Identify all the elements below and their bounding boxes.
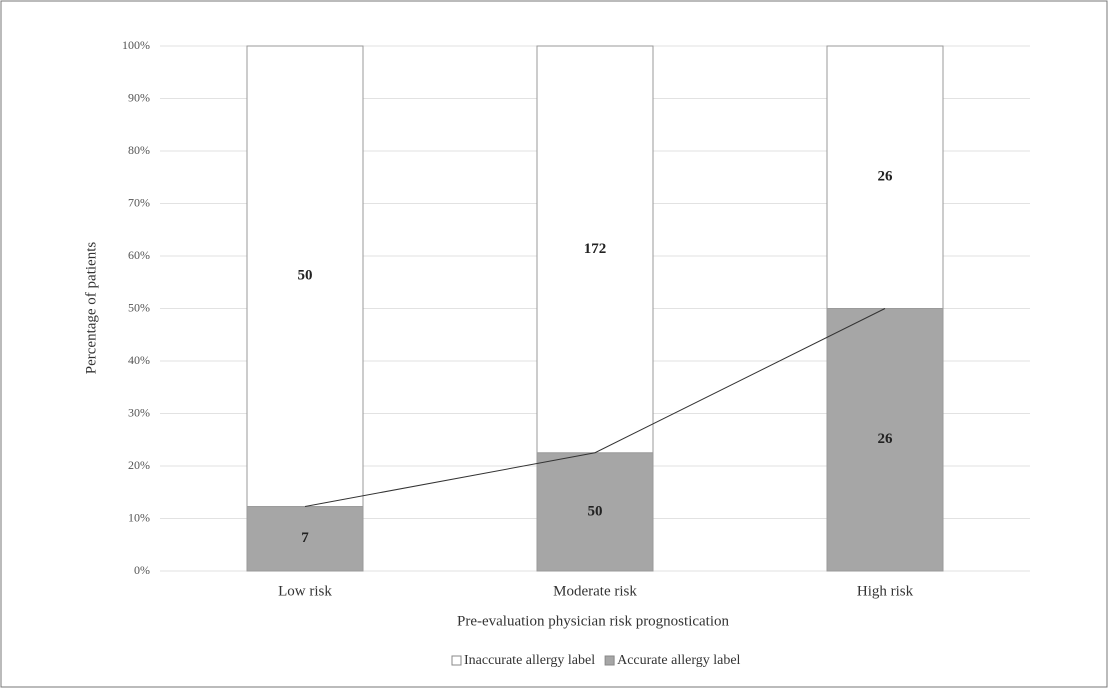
y-tick-label: 80% xyxy=(128,143,150,157)
y-axis-title: Percentage of patients xyxy=(83,242,99,375)
y-tick-label: 0% xyxy=(134,563,150,577)
bar-segment xyxy=(246,45,364,508)
legend-swatch xyxy=(451,655,462,666)
y-tick-label: 70% xyxy=(128,195,150,209)
x-tick-label: Moderate risk xyxy=(553,583,637,599)
y-tick-label: 50% xyxy=(128,300,150,314)
y-tick-label: 10% xyxy=(128,510,150,524)
data-label: 26 xyxy=(878,431,894,447)
bar-segment xyxy=(826,308,944,572)
data-label: 50 xyxy=(298,268,313,284)
bar-segment xyxy=(826,45,944,309)
data-label: 50 xyxy=(588,503,603,519)
data-label: 172 xyxy=(584,241,607,257)
y-tick-label: 30% xyxy=(128,405,150,419)
y-tick-label: 100% xyxy=(122,38,150,52)
legend-label: Inaccurate allergy label xyxy=(464,653,595,668)
x-tick-label: High risk xyxy=(857,583,914,599)
y-tick-label: 40% xyxy=(128,353,150,367)
x-tick-label: Low risk xyxy=(278,583,332,599)
y-tick-label: 20% xyxy=(128,458,150,472)
y-tick-label: 90% xyxy=(128,90,150,104)
y-tick-label: 60% xyxy=(128,248,150,262)
legend-swatch xyxy=(604,655,615,666)
x-axis-title: Pre-evaluation physician risk prognostic… xyxy=(457,613,730,629)
data-label: 7 xyxy=(301,530,309,546)
trend-line xyxy=(304,308,886,508)
bar-segment xyxy=(536,452,654,572)
bar-segment xyxy=(536,45,654,454)
bar-segment xyxy=(246,506,364,572)
data-label: 26 xyxy=(878,169,894,185)
legend-label: Accurate allergy label xyxy=(617,653,740,668)
